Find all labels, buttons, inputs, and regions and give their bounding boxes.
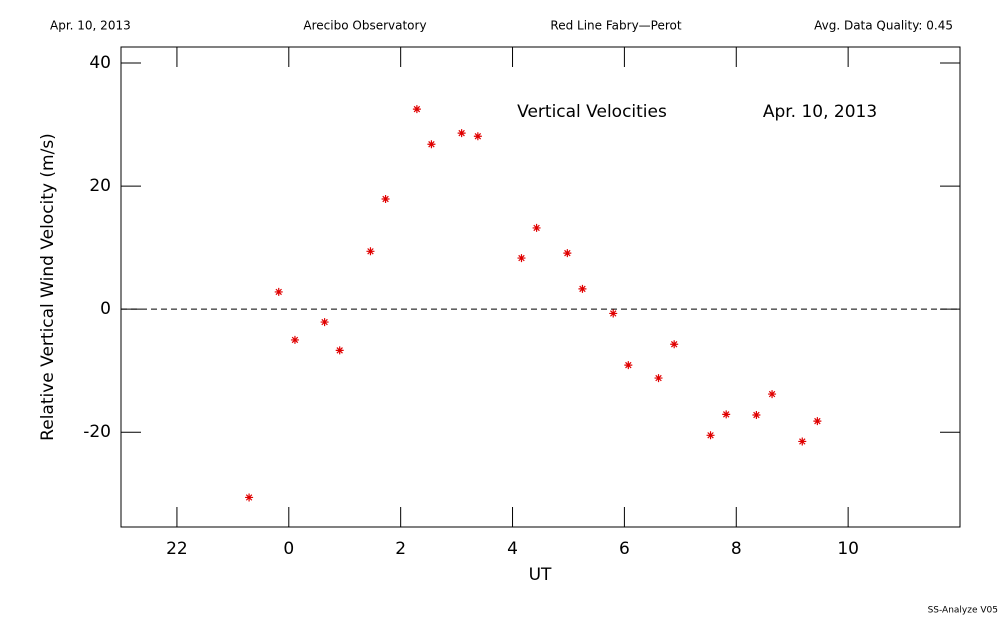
header-quality: Avg. Data Quality: 0.45 (814, 19, 953, 33)
x-tick-label: 10 (837, 539, 859, 559)
point (813, 417, 822, 426)
point (706, 431, 715, 440)
point (517, 254, 526, 263)
x-tick-label: 6 (619, 539, 630, 559)
point (722, 410, 731, 419)
annotation: Vertical Velocities (517, 102, 667, 122)
point (578, 284, 587, 293)
y-axis-label: Relative Vertical Wind Velocity (m/s) (38, 133, 58, 441)
point (609, 309, 618, 318)
point (798, 437, 807, 446)
y-tick-label: 40 (89, 53, 111, 73)
point (366, 247, 375, 256)
point (412, 105, 421, 114)
x-axis-label: UT (529, 565, 552, 585)
annotation: Apr. 10, 2013 (763, 102, 877, 122)
x-tick-label: 8 (731, 539, 742, 559)
y-tick-label: 20 (89, 176, 111, 196)
point (290, 335, 299, 344)
point (768, 390, 777, 399)
point (335, 346, 344, 355)
point (752, 411, 761, 419)
x-tick-label: 0 (283, 539, 294, 559)
x-tick-label: 2 (395, 539, 406, 559)
point (427, 140, 436, 149)
x-tick-label: 4 (507, 539, 518, 559)
point (532, 223, 541, 232)
point (381, 195, 390, 203)
point (563, 249, 572, 258)
point (670, 340, 679, 349)
x-tick-label: 22 (166, 539, 188, 559)
point (274, 287, 283, 296)
plot-frame (120, 46, 961, 528)
footer: SS-Analyze V05 (928, 606, 998, 616)
y-tick-label: 0 (100, 299, 111, 319)
point (473, 132, 482, 141)
header-date: Apr. 10, 2013 (50, 19, 131, 33)
header-instrument: Red Line Fabry—Perot (550, 19, 681, 33)
y-tick-label: -20 (83, 422, 111, 442)
header-site: Arecibo Observatory (303, 19, 426, 33)
point (654, 374, 663, 383)
point (624, 361, 633, 370)
point (457, 129, 466, 138)
point (320, 318, 329, 327)
point (245, 493, 254, 502)
